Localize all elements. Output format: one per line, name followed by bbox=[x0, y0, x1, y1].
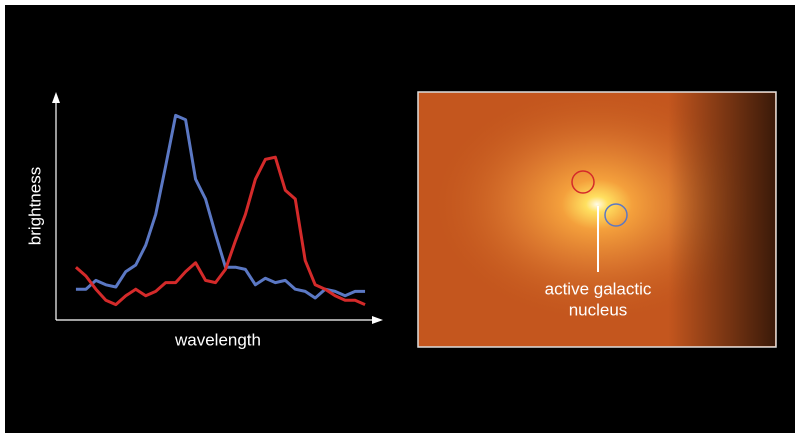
region-marker bbox=[571, 170, 595, 194]
line-blue bbox=[75, 113, 366, 300]
galaxy-image: active galactic nucleus bbox=[417, 91, 777, 348]
y-arrow bbox=[52, 92, 60, 103]
y-axis-label: brightness bbox=[25, 167, 44, 245]
region-marker bbox=[604, 203, 628, 227]
x-axis-label: wavelength bbox=[174, 330, 261, 349]
x-arrow bbox=[372, 316, 383, 324]
annotation: nucleus bbox=[569, 300, 628, 319]
annotation: active galactic bbox=[545, 279, 652, 298]
line-red bbox=[74, 155, 366, 307]
